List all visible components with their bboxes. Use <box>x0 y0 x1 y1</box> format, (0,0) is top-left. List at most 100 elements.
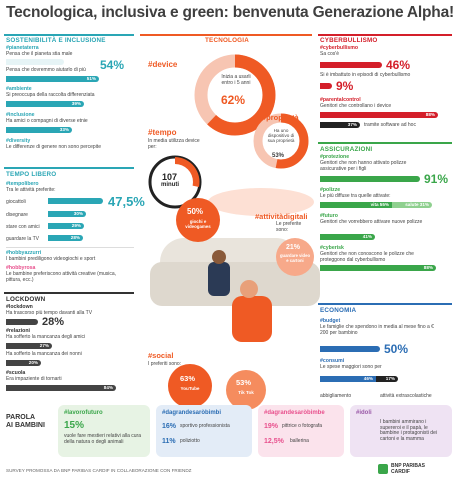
giochi-label: giochi e videogames <box>185 219 211 229</box>
tag-parentalcontrol: #parentalcontrol <box>320 97 361 103</box>
cyberbullismo-header: CYBERBULLISMO <box>320 37 378 44</box>
activity-label: guardare la TV <box>6 236 39 242</box>
label-attivita: attività extrascolastiche <box>380 393 432 399</box>
bar-value: 88% <box>423 265 433 270</box>
tempo-unit: minuti <box>161 182 179 188</box>
video-value: 21% <box>286 244 301 251</box>
bimbe-value-1: 19% <box>264 423 279 430</box>
floor-shape <box>208 188 314 216</box>
tag-bimbe: #dagrandesaròbimbe <box>264 410 325 416</box>
stat-text: Le famiglie che spendono in media al mes… <box>320 324 434 336</box>
bar-value: 30% <box>73 211 83 216</box>
tag-hobbyazzurri: #hobbyazzurri <box>6 250 42 256</box>
bar-value: 33% <box>59 127 69 132</box>
bar-value: salute 31% <box>405 202 429 207</box>
child-head <box>212 250 226 264</box>
tag-pianetaterra: #pianetaterra <box>6 45 39 51</box>
activity-bar: 29% <box>48 223 84 229</box>
activity-bar: 30% <box>48 211 86 217</box>
bimbe-value-2: 12,5% <box>264 438 284 445</box>
stat-bar <box>320 83 332 89</box>
stat-value-47: 47,5% <box>108 194 145 209</box>
assicurazioni-header: ASSICURAZIONI <box>320 146 373 153</box>
section-rule <box>318 34 452 36</box>
stat-bar: 88% <box>320 112 438 118</box>
parola-header-2: AI BAMBINI <box>6 422 45 429</box>
bar-track <box>6 59 64 65</box>
stat-text: Le più diffuse tra quelle attivate: <box>320 193 391 199</box>
stat-text: Le differenze di genere non sono percepi… <box>6 144 101 150</box>
tecnologia-header: TECNOLOGIA <box>205 37 249 44</box>
video-bubble <box>276 238 314 276</box>
stat-bar: 27% <box>6 343 52 349</box>
stat-text: Sa cos'è <box>320 51 340 57</box>
giochi-value: 50% <box>187 207 204 216</box>
lavoro-text: vuole fare mestieri relativi alla cura d… <box>64 433 141 445</box>
activity-label: stare con amici <box>6 224 40 230</box>
bar-value: 27% <box>39 343 49 348</box>
tempo-value: 107 <box>162 172 178 182</box>
brand-line-1: BNP PARIBAS <box>391 463 425 469</box>
stat-text: Ha sofferto la mancanza dei nonni <box>6 351 82 357</box>
brand-line-2: CARDIF <box>391 469 410 475</box>
stat-text: Genitori che vorrebbero attivare nuove p… <box>320 219 423 225</box>
stat-bar: 33% <box>6 127 72 133</box>
stat-value-28: 28% <box>42 316 65 328</box>
section-rule <box>4 167 134 169</box>
section-rule <box>4 292 134 294</box>
stat-text: Le bambine preferiscono attività creativ… <box>6 271 117 283</box>
stat-text: Ha amici o compagni di diverse etnie <box>6 118 88 124</box>
child-figure <box>208 262 230 296</box>
tag-tempo: #tempo <box>148 128 177 137</box>
tag-futuro: #futuro <box>320 213 338 219</box>
stat-text: Si è imbattuto in episodi di cyberbullis… <box>320 72 411 78</box>
activity-label: disegnare <box>6 212 28 218</box>
stat-bar: 37% <box>320 122 360 128</box>
girl-figure <box>232 296 272 342</box>
stat-text: Ha sofferto la mancanza degli amici <box>6 334 86 340</box>
device-donut <box>194 54 276 136</box>
lockdown-header: LOCKDOWN <box>6 296 46 303</box>
tempolibero-header: TEMPO LIBERO <box>6 171 57 178</box>
stat-text: Era impaziente di tornarti <box>6 376 62 382</box>
bar-value: 37% <box>347 122 357 127</box>
page-title: Tecnologica, inclusiva e green: benvenut… <box>6 4 454 21</box>
bimbi-value-2: 11% <box>162 438 176 445</box>
device-text: Inizia a usarli entro i 5 anni <box>221 74 251 86</box>
stat-bar <box>6 319 38 325</box>
bar-value: 20% <box>28 360 38 365</box>
stat-bar: 20% <box>6 360 41 366</box>
tag-lavorofuturo: #lavorofuturo <box>64 410 103 416</box>
tag-idoli: #idoli <box>356 410 372 416</box>
parola-box-bimbi <box>156 405 252 457</box>
youtube-label: YouTube <box>180 386 200 391</box>
clock-icon <box>148 155 202 209</box>
tag-ambiente: #ambiente <box>6 86 32 92</box>
tag-polizze: #polizze <box>320 187 341 193</box>
footer-text: SURVEY PROMOSSA DA BNP PARIBAS CARDIF IN… <box>6 468 192 473</box>
bimbi-value-1: 16% <box>162 423 177 430</box>
tiktok-value: 53% <box>236 378 252 387</box>
bar-value: 41% <box>362 234 372 239</box>
tag-cyberisk: #cyberisk <box>320 245 344 251</box>
proprieta-donut <box>253 113 309 169</box>
stat-value-54: 54% <box>100 58 125 72</box>
stat-text: Genitori che controllano i device <box>320 103 392 109</box>
stat-text: Genitori che non hanno attivato polizze … <box>320 160 407 172</box>
donut-fill <box>194 54 276 136</box>
tag-attivita: #attivitàdigitali <box>255 212 308 221</box>
lavoro-value: 15% <box>64 420 85 431</box>
tag-proprieta: #proprietà <box>262 113 299 122</box>
stat-value-91: 91% <box>424 172 449 186</box>
bimbe-label-2: ballerina <box>290 438 309 444</box>
tag-protezione: #protezione <box>320 154 350 160</box>
stat-text: Pensa che dovremmo aiutarlo di più <box>6 67 86 73</box>
tiktok-bubble <box>226 370 266 410</box>
parola-box-idoli <box>350 405 452 457</box>
bimbi-label-2: poliziotto <box>180 438 200 444</box>
tag-tempolibero: #tempolibero <box>6 181 39 187</box>
stat-value-46: 46% <box>386 58 411 72</box>
section-rule <box>4 34 134 36</box>
device-value: 62% <box>221 93 246 107</box>
tag-inclusione: #inclusione <box>6 112 35 118</box>
